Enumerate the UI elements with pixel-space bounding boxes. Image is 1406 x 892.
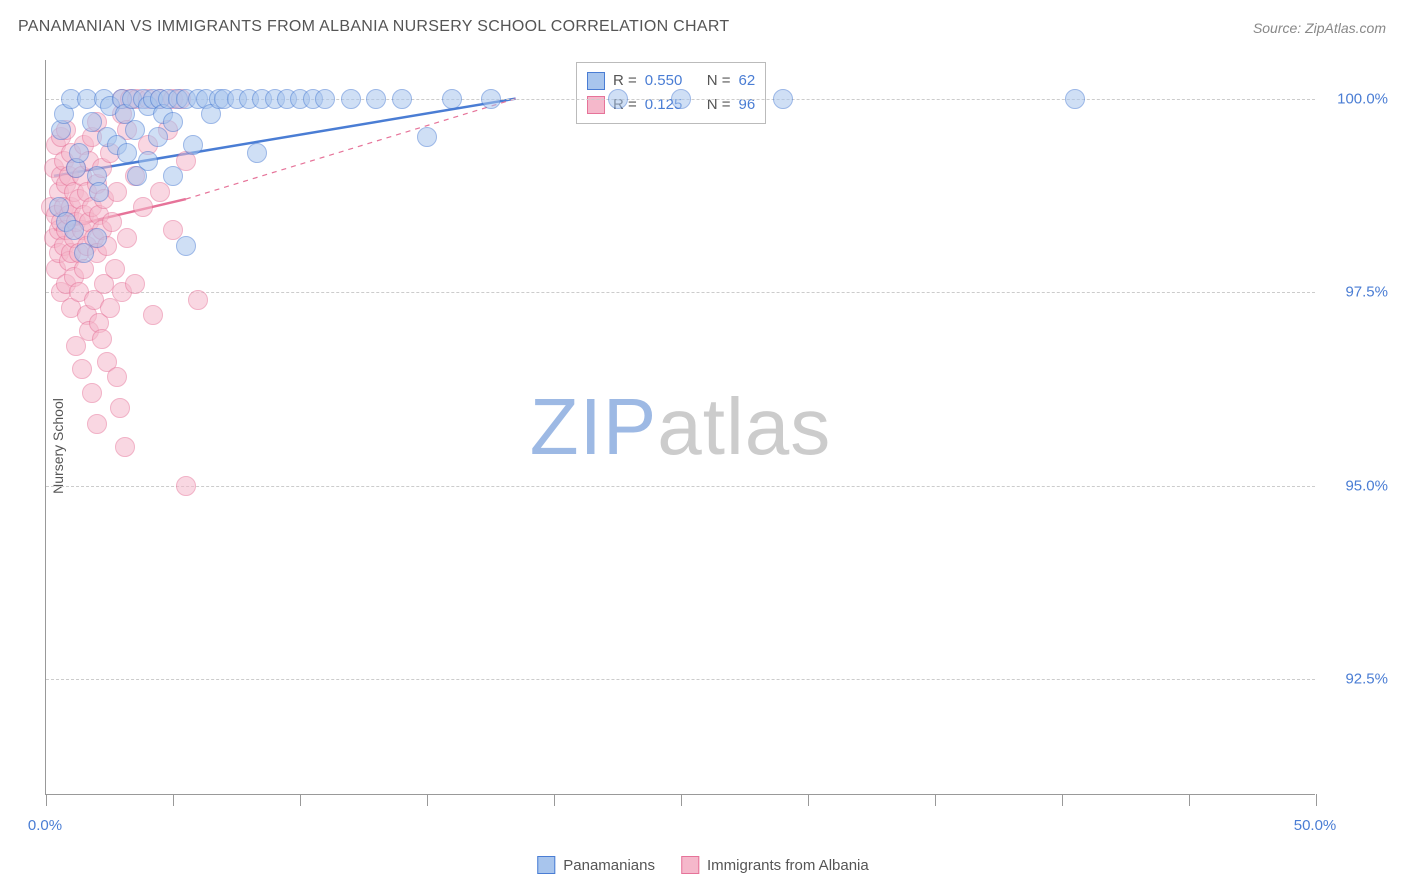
y-tick-label: 97.5% [1345, 284, 1388, 301]
legend-swatch [537, 856, 555, 874]
legend-swatch [587, 72, 605, 90]
pink-marker [87, 414, 107, 434]
pink-marker [176, 476, 196, 496]
pink-marker [102, 212, 122, 232]
blue-marker [1065, 89, 1085, 109]
x-tick-label: 0.0% [28, 817, 62, 834]
blue-marker [773, 89, 793, 109]
pink-marker [107, 367, 127, 387]
blue-marker [247, 143, 267, 163]
blue-marker [125, 120, 145, 140]
blue-marker [89, 182, 109, 202]
legend-n-value: 62 [739, 69, 756, 93]
plot-area: ZIPatlas R =0.550N =62R =0.125N =96 [45, 60, 1315, 795]
x-tick [1189, 794, 1190, 806]
blue-marker [366, 89, 386, 109]
pink-marker [92, 329, 112, 349]
pink-marker [117, 228, 137, 248]
watermark-atlas: atlas [657, 382, 831, 471]
x-tick [554, 794, 555, 806]
x-tick [427, 794, 428, 806]
trend-lines [46, 60, 1315, 794]
pink-marker [125, 274, 145, 294]
pink-marker [82, 383, 102, 403]
pink-marker [143, 305, 163, 325]
x-tick-label: 50.0% [1294, 817, 1337, 834]
blue-marker [315, 89, 335, 109]
gridline [46, 292, 1315, 293]
x-tick [808, 794, 809, 806]
x-tick [935, 794, 936, 806]
blue-marker [163, 166, 183, 186]
blue-marker [69, 143, 89, 163]
x-tick [173, 794, 174, 806]
blue-marker [82, 112, 102, 132]
blue-marker [183, 135, 203, 155]
legend-r-value: 0.550 [645, 69, 699, 93]
pink-marker [115, 437, 135, 457]
blue-marker [392, 89, 412, 109]
pink-marker [105, 259, 125, 279]
blue-marker [163, 112, 183, 132]
y-tick-label: 100.0% [1337, 90, 1388, 107]
blue-marker [87, 228, 107, 248]
series-legend-item: Immigrants from Albania [681, 856, 869, 874]
blue-marker [417, 127, 437, 147]
y-tick-label: 95.0% [1345, 477, 1388, 494]
pink-marker [133, 197, 153, 217]
legend-swatch [681, 856, 699, 874]
legend-n-label: N = [707, 93, 731, 117]
blue-marker [117, 143, 137, 163]
blue-marker [64, 220, 84, 240]
watermark: ZIPatlas [530, 381, 831, 473]
x-tick [1062, 794, 1063, 806]
blue-marker [138, 151, 158, 171]
chart-title: PANAMANIAN VS IMMIGRANTS FROM ALBANIA NU… [18, 18, 730, 36]
gridline [46, 679, 1315, 680]
series-legend-item: Panamanians [537, 856, 655, 874]
stats-legend: R =0.550N =62R =0.125N =96 [576, 62, 766, 124]
series-legend-label: Immigrants from Albania [707, 857, 869, 874]
pink-marker [72, 359, 92, 379]
watermark-zip: ZIP [530, 382, 657, 471]
x-tick [46, 794, 47, 806]
blue-marker [481, 89, 501, 109]
legend-n-label: N = [707, 69, 731, 93]
x-tick [300, 794, 301, 806]
pink-marker [110, 398, 130, 418]
blue-marker [608, 89, 628, 109]
series-legend-label: Panamanians [563, 857, 655, 874]
pink-marker [107, 182, 127, 202]
blue-marker [442, 89, 462, 109]
blue-marker [176, 236, 196, 256]
gridline [46, 486, 1315, 487]
series-legend: Panamanians Immigrants from Albania [537, 856, 868, 874]
y-tick-label: 92.5% [1345, 670, 1388, 687]
x-tick [1316, 794, 1317, 806]
pink-marker [188, 290, 208, 310]
legend-n-value: 96 [739, 93, 756, 117]
blue-marker [341, 89, 361, 109]
x-tick [681, 794, 682, 806]
blue-marker [148, 127, 168, 147]
blue-marker [671, 89, 691, 109]
source-label: Source: ZipAtlas.com [1253, 20, 1386, 36]
